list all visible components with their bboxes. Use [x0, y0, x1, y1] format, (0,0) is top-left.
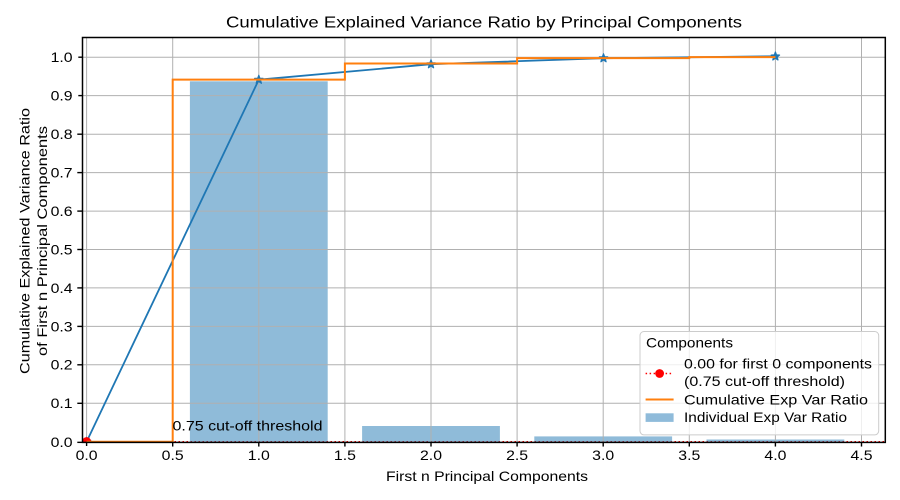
svg-text:4.5: 4.5 [851, 447, 873, 463]
svg-text:0.5: 0.5 [162, 447, 184, 463]
svg-text:0.8: 0.8 [51, 126, 73, 142]
svg-text:2.5: 2.5 [506, 447, 528, 463]
svg-text:Components: Components [646, 335, 733, 351]
svg-text:4.0: 4.0 [764, 447, 786, 463]
svg-text:1.5: 1.5 [334, 447, 356, 463]
svg-text:0.2: 0.2 [51, 357, 73, 373]
svg-text:of First n Principal Component: of First n Principal Components [34, 126, 50, 356]
svg-text:Cumulative Explained Variance: Cumulative Explained Variance Ratio by P… [226, 14, 742, 31]
svg-text:0.4: 0.4 [51, 280, 73, 296]
svg-text:0.0: 0.0 [51, 434, 73, 450]
svg-text:0.7: 0.7 [51, 164, 73, 180]
svg-text:0.1: 0.1 [51, 395, 73, 411]
svg-text:0.5: 0.5 [51, 241, 73, 257]
svg-text:2.0: 2.0 [420, 447, 442, 463]
svg-text:3.5: 3.5 [678, 447, 700, 463]
svg-text:1.0: 1.0 [248, 447, 270, 463]
svg-text:Individual Exp Var Ratio: Individual Exp Var Ratio [684, 409, 847, 425]
svg-text:(0.75 cut-off threshold): (0.75 cut-off threshold) [684, 373, 845, 389]
svg-text:Cumulative Explained Variance: Cumulative Explained Variance Ratio [17, 108, 33, 374]
svg-text:0.6: 0.6 [51, 203, 73, 219]
svg-text:0.75 cut-off threshold: 0.75 cut-off threshold [173, 417, 323, 433]
svg-text:First n Principal Components: First n Principal Components [386, 468, 588, 484]
svg-text:0.3: 0.3 [51, 318, 73, 334]
svg-text:0.00 for first 0 components: 0.00 for first 0 components [684, 356, 872, 372]
svg-text:0.9: 0.9 [51, 88, 73, 104]
svg-text:0.0: 0.0 [76, 447, 98, 463]
svg-text:1.0: 1.0 [51, 49, 73, 65]
svg-text:3.0: 3.0 [592, 447, 614, 463]
svg-text:Cumulative Exp Var Ratio: Cumulative Exp Var Ratio [684, 392, 868, 408]
